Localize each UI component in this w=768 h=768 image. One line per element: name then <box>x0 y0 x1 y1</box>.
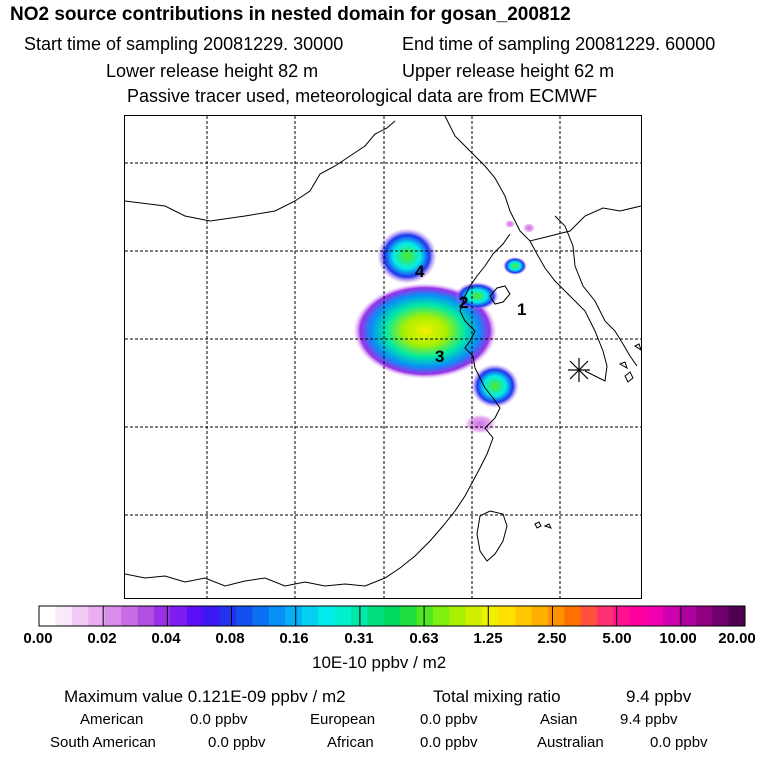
colorbar-tick-label: 1.25 <box>473 630 503 647</box>
colorbar-swatch <box>515 606 533 626</box>
gosan-receptor-icon <box>568 358 590 382</box>
colorbar-tick-label: 0.63 <box>409 630 439 647</box>
colorbar-swatch <box>367 606 385 626</box>
source-label: 2 <box>459 293 468 312</box>
colorbar-swatch <box>433 606 450 626</box>
region-value: 0.0 ppbv <box>420 734 478 751</box>
colorbar-swatch <box>268 606 286 626</box>
region-value: 9.4 ppbv <box>620 711 678 728</box>
colorbar-unit: 10E-10 ppbv / m2 <box>312 653 447 672</box>
colorbar-swatch <box>630 606 647 626</box>
lower-release-height: Lower release height 82 m <box>106 61 319 81</box>
colorbar-swatch <box>137 606 155 626</box>
colorbar-swatch <box>236 606 253 626</box>
colorbar-swatch <box>449 606 467 626</box>
max-value: Maximum value 0.121E-09 ppbv / m2 <box>64 687 346 706</box>
colorbar-tick-label: 5.00 <box>602 630 632 647</box>
colorbar-swatch <box>695 606 713 626</box>
region-name: American <box>80 711 144 728</box>
map-canvas: 1 2 3 4 <box>125 116 641 598</box>
region-value: 0.0 ppbv <box>650 734 708 751</box>
colorbar <box>38 605 746 627</box>
colorbar-swatch <box>186 606 204 626</box>
total-mixing-value: 9.4 ppbv <box>626 687 692 706</box>
colorbar-tick-label: 20.00 <box>718 630 756 647</box>
source-label: 1 <box>517 300 526 319</box>
concentration-plume <box>353 220 535 434</box>
colorbar-swatch <box>547 606 565 626</box>
colorbar-swatch <box>71 606 89 626</box>
colorbar-swatch <box>646 606 664 626</box>
source-label: 4 <box>415 262 425 281</box>
total-mixing-label: Total mixing ratio <box>433 687 561 706</box>
map-panel: 1 2 3 4 <box>124 115 642 599</box>
tracer-note: Passive tracer used, meteorological data… <box>127 86 598 106</box>
colorbar-swatch <box>465 606 483 626</box>
start-time: Start time of sampling 20081229. 30000 <box>24 34 344 54</box>
end-time: End time of sampling 20081229. 60000 <box>402 34 716 54</box>
colorbar-tick-label: 2.50 <box>537 630 567 647</box>
region-name: Asian <box>540 711 578 728</box>
colorbar-swatch <box>121 606 139 626</box>
colorbar-swatch <box>318 606 336 626</box>
region-value: 0.0 ppbv <box>208 734 266 751</box>
colorbar-swatch <box>498 606 516 626</box>
colorbar-swatch <box>104 606 122 626</box>
colorbar-swatch <box>88 606 106 626</box>
colorbar-swatch <box>334 606 352 626</box>
figure-title: NO2 source contributions in nested domai… <box>10 4 571 25</box>
colorbar-swatch <box>203 606 221 626</box>
colorbar-swatch <box>482 606 500 626</box>
colorbar-swatch <box>662 606 680 626</box>
colorbar-swatch <box>39 606 56 626</box>
colorbar-tick-label: 0.31 <box>344 630 374 647</box>
colorbar-tick-label: 0.00 <box>23 630 53 647</box>
colorbar-swatch <box>170 606 188 626</box>
colorbar-swatch <box>55 606 73 626</box>
region-name: South American <box>50 734 156 751</box>
colorbar-tick-label: 0.08 <box>215 630 245 647</box>
colorbar-tick-label: 0.16 <box>279 630 309 647</box>
coastlines <box>125 116 641 587</box>
colorbar-swatch <box>383 606 401 626</box>
colorbar-swatch <box>416 606 434 626</box>
colorbar-border <box>38 605 746 627</box>
colorbar-swatch <box>679 606 697 626</box>
lat-lon-grid <box>125 116 641 598</box>
colorbar-swatch <box>580 606 598 626</box>
colorbar-tick-label: 0.04 <box>151 630 181 647</box>
colorbar-swatch <box>564 606 582 626</box>
region-name: Australian <box>537 734 604 751</box>
colorbar-swatch <box>153 606 171 626</box>
source-label: 3 <box>435 347 444 366</box>
colorbar-tick-label: 10.00 <box>659 630 697 647</box>
colorbar-swatch <box>252 606 270 626</box>
colorbar-swatch <box>400 606 418 626</box>
colorbar-swatch <box>712 606 730 626</box>
region-value: 0.0 ppbv <box>190 711 248 728</box>
colorbar-swatch <box>219 606 237 626</box>
colorbar-swatch <box>613 606 631 626</box>
region-value: 0.0 ppbv <box>420 711 478 728</box>
colorbar-swatch <box>531 606 549 626</box>
upper-release-height: Upper release height 62 m <box>402 61 615 81</box>
region-name: African <box>327 734 374 751</box>
region-name: European <box>310 711 376 728</box>
colorbar-swatch <box>301 606 319 626</box>
colorbar-swatch <box>728 606 746 626</box>
colorbar-swatch <box>285 606 303 626</box>
colorbar-swatch <box>597 606 615 626</box>
colorbar-tick-label: 0.02 <box>87 630 117 647</box>
